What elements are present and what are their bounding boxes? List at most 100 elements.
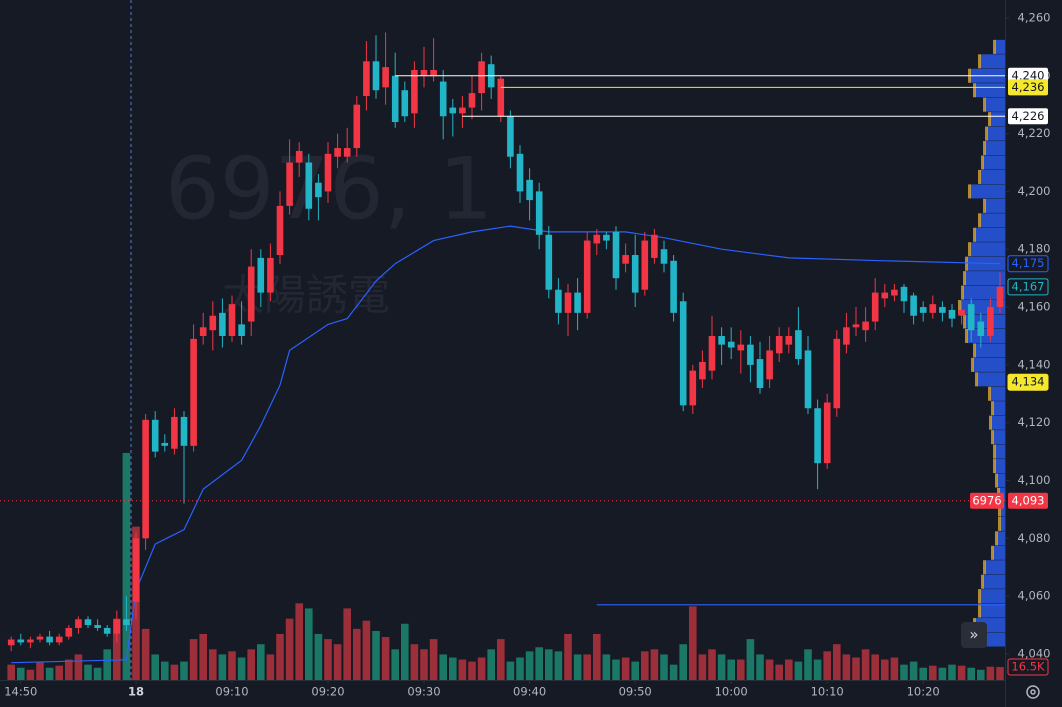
candle-body — [75, 619, 82, 628]
volume-bar — [247, 649, 255, 680]
profile-bar — [983, 574, 1005, 589]
volume-bar — [429, 639, 438, 680]
volume-bar — [881, 659, 889, 680]
profile-bar — [990, 386, 1005, 401]
profile-bar — [975, 343, 1005, 358]
candle-body — [276, 205, 284, 256]
y-tick-label: 4,120 — [1018, 415, 1051, 429]
profile-edge — [968, 242, 971, 257]
candle-body — [891, 289, 898, 296]
volume-bar — [554, 651, 563, 680]
candle-body — [132, 538, 140, 602]
volume-bar — [439, 654, 447, 680]
settings-icon[interactable] — [1026, 685, 1040, 699]
volume-bar — [986, 666, 995, 680]
y-tick-label: 4,220 — [1018, 126, 1051, 140]
volume-bar — [36, 661, 44, 680]
profile-edge — [968, 184, 971, 199]
volume-bar — [602, 654, 611, 680]
volume-bar — [228, 651, 236, 680]
axis-badge — [1007, 278, 1049, 296]
volume-bar — [180, 661, 188, 680]
candle-body — [305, 162, 313, 209]
candle-body — [804, 350, 812, 409]
candle-body — [411, 69, 418, 114]
volume-bar — [170, 664, 179, 680]
candle-body — [967, 304, 975, 331]
profile-edge — [988, 386, 991, 401]
scroll-button[interactable] — [961, 622, 987, 648]
candle-body — [852, 324, 860, 328]
volume-bar — [545, 649, 553, 680]
candle-body — [737, 344, 745, 351]
profile-edge — [971, 357, 974, 372]
candle-body — [535, 191, 543, 235]
volume-bar — [871, 654, 879, 680]
volume-bar — [26, 669, 35, 680]
y-tick-label: 4,260 — [1018, 10, 1051, 24]
candle-body — [564, 292, 572, 313]
volume-bar — [746, 639, 755, 680]
volume-bar — [957, 665, 966, 680]
candle-body — [660, 249, 668, 264]
settings-icon-center[interactable] — [1030, 689, 1036, 695]
axis-badge — [1007, 373, 1049, 391]
volume-bar — [948, 664, 956, 680]
candle-body — [343, 148, 351, 157]
volume-bar — [833, 644, 841, 680]
volume-bar — [506, 661, 515, 680]
volume-bar — [612, 659, 620, 680]
profile-edge — [998, 502, 1001, 517]
profile-edge — [973, 343, 976, 358]
profile-bar — [965, 271, 1005, 286]
volume-bar — [381, 637, 390, 680]
candle-body — [228, 304, 236, 336]
volume-bar — [977, 669, 985, 680]
profile-edge — [978, 589, 981, 604]
volume-bar — [573, 654, 582, 680]
volume-bar — [679, 644, 687, 680]
candle-body — [958, 309, 965, 316]
candle-body — [555, 289, 562, 313]
profile-edge — [961, 285, 964, 300]
candle-body — [785, 335, 793, 345]
candle-body — [987, 307, 994, 336]
volume-bar — [218, 654, 227, 680]
profile-edge — [978, 54, 981, 69]
profile-edge — [973, 227, 976, 242]
volume-bar — [343, 608, 351, 680]
volume-bar — [813, 659, 822, 680]
x-tick-label: 09:30 — [407, 685, 440, 699]
volume-bar — [756, 654, 764, 680]
scroll-icon[interactable]: » — [969, 626, 978, 644]
volume-bar — [535, 647, 543, 680]
volume-bar — [449, 657, 457, 680]
volume-bar — [189, 639, 198, 680]
candle-body — [199, 327, 207, 336]
profile-bar — [975, 83, 1005, 98]
volume-bar — [7, 664, 15, 680]
volume-bar — [93, 667, 102, 680]
volume-bar — [900, 664, 908, 680]
y-tick-label: 4,180 — [1018, 242, 1051, 256]
profile-edge — [991, 430, 994, 445]
volume-bar — [583, 654, 591, 680]
axis-badge-label: 4,175 — [1012, 256, 1045, 270]
volume-bar — [17, 667, 25, 680]
profile-bar — [965, 314, 1005, 329]
profile-bar — [991, 415, 1005, 430]
x-tick-label: 09:50 — [619, 685, 652, 699]
profile-bar — [1000, 502, 1005, 517]
candle-body — [622, 255, 629, 264]
profile-edge — [985, 126, 988, 141]
volume-bar — [641, 651, 649, 680]
volume-bar — [804, 649, 812, 680]
symbol-badge-label: 6976 — [972, 493, 1001, 507]
profile-bar — [1000, 516, 1005, 531]
volume-bar — [113, 618, 121, 680]
volume-bar — [468, 661, 476, 680]
candle-body — [7, 639, 15, 646]
volume-bar — [775, 664, 783, 680]
volume-bar — [362, 620, 371, 680]
x-tick-label: 09:20 — [311, 685, 344, 699]
